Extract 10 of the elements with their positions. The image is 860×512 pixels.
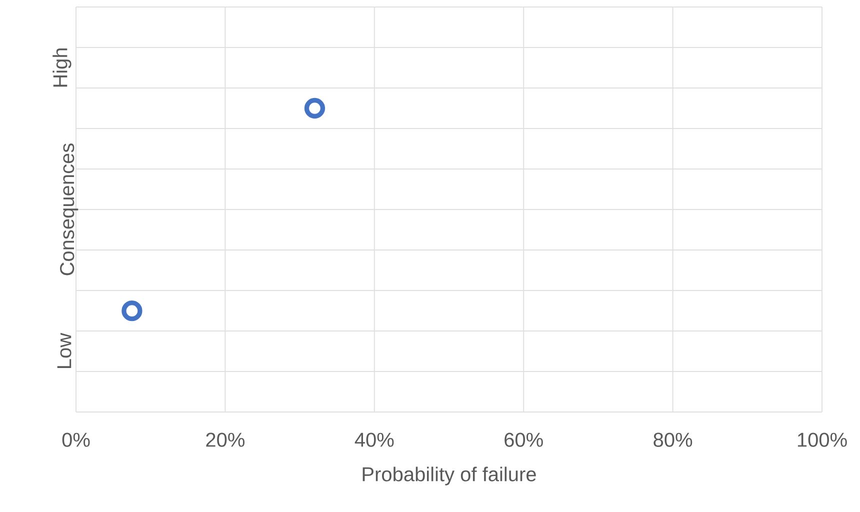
text: High xyxy=(52,48,72,87)
y-axis-title: Consequences xyxy=(60,144,78,276)
x-tick-label: 40% xyxy=(354,432,394,447)
text: Low xyxy=(57,332,72,368)
x-tick-label: 20% xyxy=(206,432,244,447)
x-tick-label: 60% xyxy=(504,432,543,447)
x-tick-label: 80% xyxy=(654,432,692,447)
x-axis-title: Probability of failure xyxy=(362,466,536,486)
x-tick-label: 100% xyxy=(798,432,847,447)
x-tick-label: 0% xyxy=(62,432,90,447)
